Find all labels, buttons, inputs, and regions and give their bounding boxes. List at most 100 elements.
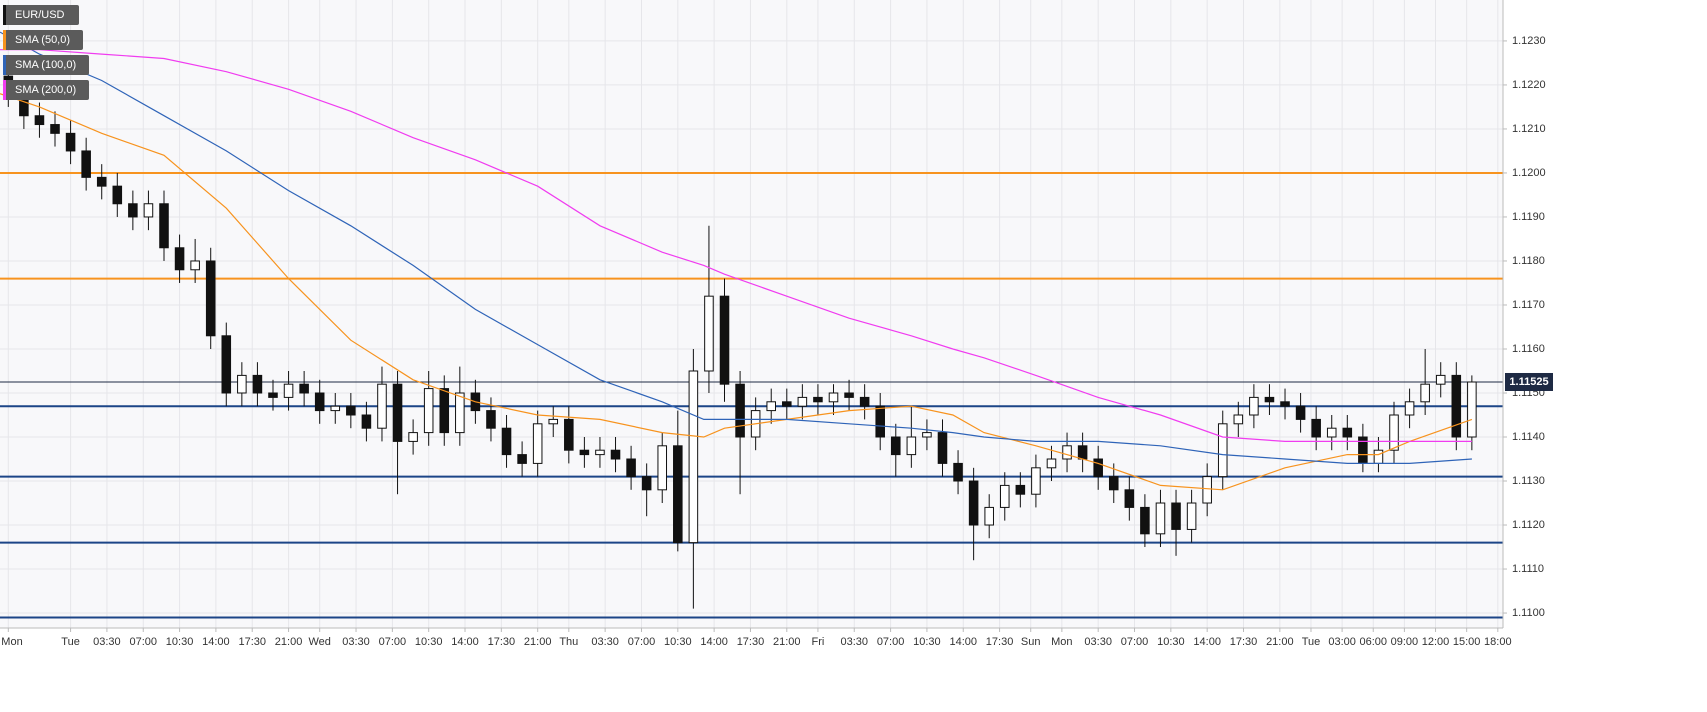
candle-body: [283, 383, 294, 398]
candle-body: [408, 432, 418, 442]
candle-body: [1404, 401, 1415, 416]
candle-body: [81, 150, 91, 178]
x-tick-label: 10:30: [664, 636, 692, 648]
candle-body: [782, 401, 792, 407]
candle-body: [1031, 467, 1041, 495]
legend-box: [3, 55, 89, 75]
candle-body: [1124, 489, 1135, 508]
candle-body: [268, 392, 278, 398]
x-tick-label: 03:30: [93, 636, 121, 648]
x-tick-label: 10:30: [913, 636, 941, 648]
y-tick-label: 1.1130: [1512, 475, 1545, 487]
candle-body: [50, 124, 60, 134]
plot-background: [0, 0, 1503, 628]
candle-body: [221, 335, 232, 394]
x-tick-label: 03:30: [342, 636, 370, 648]
candle-body: [579, 449, 590, 456]
candle-body: [1389, 414, 1399, 451]
candle-body: [1420, 383, 1430, 403]
x-tick-label: 21:00: [1266, 636, 1294, 648]
candle-body: [875, 405, 885, 438]
x-tick-label: Sun: [1021, 636, 1041, 648]
x-tick-label: Mon: [1051, 636, 1072, 648]
candle-body: [968, 480, 979, 526]
candle-body: [719, 295, 730, 385]
x-tick-label: Mon: [1, 636, 22, 648]
y-tick-label: 1.1210: [1512, 123, 1546, 135]
candle-body: [361, 414, 372, 429]
x-tick-label: 07:00: [379, 636, 407, 648]
candle-body: [984, 506, 994, 526]
x-tick-label: Wed: [308, 636, 330, 648]
candle-body: [392, 383, 403, 442]
x-tick-label: 07:00: [628, 636, 656, 648]
x-tick-label: 14:00: [202, 636, 230, 648]
x-tick-label: 14:00: [700, 636, 728, 648]
y-tick-label: 1.1100: [1512, 607, 1545, 619]
candle-body: [299, 383, 309, 394]
x-tick-label: 14:00: [451, 636, 479, 648]
candle-body: [486, 410, 496, 429]
candle-body: [859, 396, 870, 407]
last-price-label: 1.11525: [1509, 376, 1548, 388]
candle-body: [128, 203, 138, 218]
candle-body: [1108, 476, 1119, 491]
candle-body: [999, 484, 1010, 508]
sma-line: [0, 31, 1472, 464]
candle-body: [1202, 476, 1212, 504]
candle-body: [906, 436, 917, 456]
x-tick-label: 07:00: [1121, 636, 1149, 648]
candle-body: [564, 418, 574, 451]
candle-body: [174, 247, 185, 271]
candle-body: [1280, 401, 1290, 407]
x-tick-label: 07:00: [129, 636, 157, 648]
x-tick-label: 09:00: [1391, 636, 1419, 648]
candle-body: [237, 374, 247, 394]
candle-body: [1295, 405, 1306, 420]
x-tick-label: 12:00: [1422, 636, 1450, 648]
candle-body: [1326, 427, 1337, 438]
legend-swatch: [3, 30, 6, 50]
legend-box: [3, 5, 79, 25]
candle-body: [704, 295, 714, 372]
y-tick-label: 1.1200: [1512, 167, 1546, 179]
candle-body: [548, 418, 559, 425]
legend-box: [3, 30, 83, 50]
candle-body: [346, 405, 356, 416]
candle-body: [626, 458, 636, 478]
x-tick-label: 21:00: [275, 636, 303, 648]
x-tick-label: Tue: [1302, 636, 1321, 648]
candle-body: [34, 115, 45, 126]
candle-body: [1264, 396, 1275, 403]
y-tick-label: 1.1120: [1512, 519, 1545, 531]
sma-line: [0, 93, 1473, 491]
candle-body: [1077, 445, 1088, 460]
x-tick-label: 14:00: [949, 636, 977, 648]
candle-body: [517, 454, 527, 464]
candle-body: [1233, 414, 1244, 425]
candle-body: [159, 203, 169, 249]
candle-body: [1062, 445, 1072, 460]
y-tick-label: 1.1220: [1512, 79, 1546, 91]
candle-body: [143, 203, 154, 218]
candle-body: [455, 392, 465, 434]
x-tick-label: 10:30: [1157, 636, 1185, 648]
legend-label: SMA (50,0): [15, 34, 70, 46]
x-tick-label: 06:00: [1359, 636, 1387, 648]
x-tick-label: 15:00: [1453, 636, 1481, 648]
candle-body: [65, 132, 76, 152]
candle-body: [423, 388, 434, 434]
candle-body: [377, 383, 387, 429]
y-tick-label: 1.1110: [1512, 563, 1544, 575]
candle-body: [797, 396, 808, 407]
candle-body: [252, 374, 263, 394]
candle-body: [922, 432, 932, 438]
candle-body: [1217, 423, 1228, 478]
candle-body: [1171, 502, 1181, 530]
candle-body: [1249, 396, 1259, 416]
legend-swatch: [3, 5, 6, 25]
x-tick-label: Tue: [61, 636, 80, 648]
x-tick-label: 14:00: [1193, 636, 1221, 648]
x-tick-label: 17:30: [238, 636, 266, 648]
